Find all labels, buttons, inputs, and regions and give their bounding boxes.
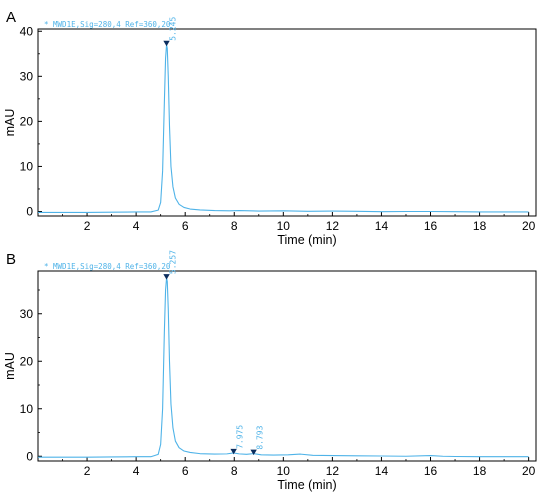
peak-marker <box>163 40 170 47</box>
x-tick-label: 2 <box>84 219 91 233</box>
peak-marker <box>230 448 237 455</box>
x-tick-label: 20 <box>522 219 536 233</box>
x-tick-label: 4 <box>133 464 140 478</box>
y-tick-label: 10 <box>20 402 34 416</box>
x-tick-label: 6 <box>182 464 189 478</box>
y-tick-label: 30 <box>20 69 34 83</box>
x-tick-label: 12 <box>326 464 340 478</box>
peak-label: 8.793 <box>256 425 265 449</box>
x-tick-label: 8 <box>231 464 238 478</box>
x-tick-label: 18 <box>473 464 487 478</box>
x-tick-label: 14 <box>375 464 389 478</box>
signal-header: * MWD1E,Sig=280,4 Ref=360,20 <box>44 262 171 271</box>
plot-frame <box>37 270 537 462</box>
y-tick-label: 40 <box>20 24 34 38</box>
peak-marker <box>163 274 170 280</box>
peak-label: 5.245 <box>169 17 178 41</box>
x-axis-title: Time (min) <box>277 233 336 247</box>
peak-label: 5.257 <box>169 250 178 274</box>
chromatogram-trace <box>38 44 529 213</box>
y-tick-label: 0 <box>26 204 33 218</box>
signal-header: * MWD1E,Sig=280,4 Ref=360,20 <box>44 20 171 29</box>
x-tick-label: 6 <box>182 219 189 233</box>
x-tick-label: 4 <box>133 219 140 233</box>
y-tick-label: 30 <box>20 307 34 321</box>
panel-label: A <box>6 9 16 26</box>
x-tick-label: 12 <box>326 219 340 233</box>
x-tick-label: 20 <box>522 464 536 478</box>
x-tick-label: 2 <box>84 464 91 478</box>
panel-label: B <box>6 251 16 268</box>
x-tick-label: 10 <box>277 464 291 478</box>
y-tick-label: 20 <box>20 354 34 368</box>
y-axis-title: mAU <box>3 352 17 380</box>
peak-marker <box>250 449 257 456</box>
chromatogram-trace <box>38 277 529 458</box>
x-tick-label: 18 <box>473 219 487 233</box>
x-tick-label: 16 <box>424 219 438 233</box>
y-axis-title: mAU <box>3 109 17 137</box>
y-tick-label: 10 <box>20 159 34 173</box>
x-tick-label: 8 <box>231 219 238 233</box>
x-tick-label: 14 <box>375 219 389 233</box>
y-tick-label: 20 <box>20 114 34 128</box>
plot-frame <box>37 28 537 217</box>
peak-label: 7.975 <box>236 425 245 449</box>
x-tick-label: 10 <box>277 219 291 233</box>
panel-b: B * MWD1E,Sig=280,4 Ref=360,20 2 4 6 8 10 12 14 1… <box>3 250 537 492</box>
x-tick-label: 16 <box>424 464 438 478</box>
x-axis-title: Time (min) <box>277 478 336 492</box>
y-tick-label: 0 <box>26 449 33 463</box>
panel-a: A * MWD1E,Sig=280,4 Ref=360,20 2 4 6 8 10 12 14 1… <box>3 9 537 247</box>
